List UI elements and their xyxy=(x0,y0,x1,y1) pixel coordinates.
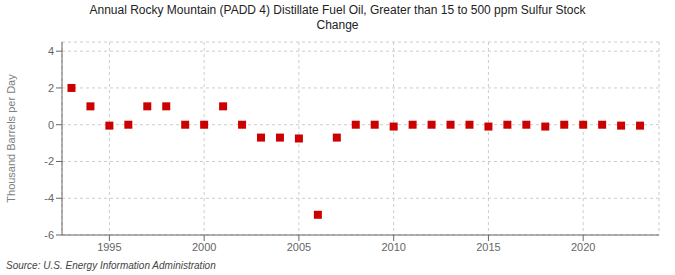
svg-text:2005: 2005 xyxy=(287,241,311,253)
svg-text:Thousand Barrels per Day: Thousand Barrels per Day xyxy=(8,74,17,203)
svg-text:4: 4 xyxy=(48,45,54,57)
svg-text:2015: 2015 xyxy=(476,241,500,253)
svg-text:2020: 2020 xyxy=(571,241,595,253)
svg-text:1995: 1995 xyxy=(97,241,121,253)
svg-text:2000: 2000 xyxy=(192,241,216,253)
svg-text:0: 0 xyxy=(48,119,54,131)
html-text:Source: U.S. Energy Informatio: Source: U.S. Energy Information Administ… xyxy=(6,260,216,271)
svg-text:-2: -2 xyxy=(44,155,54,167)
svg-text:2: 2 xyxy=(48,82,54,94)
svg-text:-6: -6 xyxy=(44,229,54,241)
svg-text:-4: -4 xyxy=(44,192,54,204)
svg-text:2010: 2010 xyxy=(381,241,405,253)
html-text:Annual Rocky Mountain (PADD 4): Annual Rocky Mountain (PADD 4) Distillat… xyxy=(89,3,586,32)
